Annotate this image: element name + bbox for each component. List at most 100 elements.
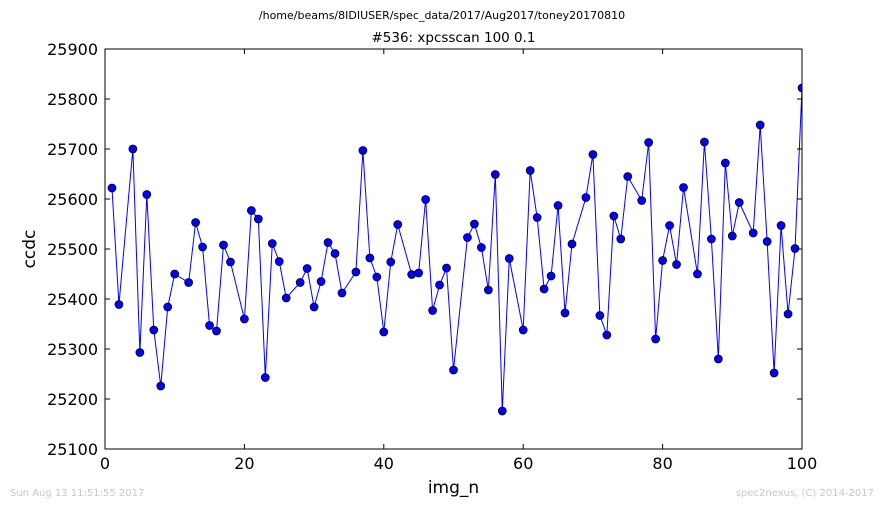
x-tick-label: 0 <box>100 454 110 473</box>
chart-title: #536: xpcsscan 100 0.1 <box>371 30 536 46</box>
data-point <box>477 243 486 252</box>
data-point <box>135 348 145 357</box>
data-point <box>797 83 802 93</box>
data-point <box>170 269 180 279</box>
x-tick-label: 40 <box>374 454 394 473</box>
x-tick-label: 20 <box>234 454 254 473</box>
data-point <box>414 268 423 278</box>
y-tick-label: 25300 <box>47 340 98 359</box>
data-point <box>734 198 744 207</box>
data-point <box>602 330 612 340</box>
data-point <box>470 219 479 229</box>
data-point <box>295 278 305 287</box>
plot-frame <box>104 48 803 450</box>
data-point <box>156 381 166 391</box>
data-point <box>205 321 214 330</box>
data-point <box>672 260 681 269</box>
data-point <box>776 221 786 230</box>
data-point <box>114 300 124 309</box>
data-point <box>128 144 138 154</box>
data-point <box>532 213 542 222</box>
data-point <box>560 308 570 318</box>
data-point <box>330 249 340 258</box>
data-point <box>184 278 193 287</box>
data-point <box>198 242 207 252</box>
data-point <box>748 228 758 238</box>
data-point <box>651 334 660 344</box>
data-point <box>365 253 375 263</box>
data-point <box>379 327 389 337</box>
data-point <box>316 277 326 286</box>
y-tick-label: 25100 <box>47 440 98 459</box>
footer-credit: spec2nexus, (C) 2014-2017 <box>735 488 874 499</box>
data-point <box>693 269 702 279</box>
data-point <box>714 354 723 364</box>
chart-suptitle: /home/beams/8IDIUSER/spec_data/2017/Aug2… <box>258 9 626 22</box>
x-tick-label: 80 <box>652 454 672 473</box>
x-tick-label: 100 <box>787 454 818 473</box>
data-point <box>219 240 228 250</box>
data-point <box>421 195 430 204</box>
data-point <box>553 201 563 210</box>
data-point <box>644 138 654 147</box>
data-point <box>665 221 674 230</box>
data-point <box>783 309 793 319</box>
data-point <box>637 196 647 205</box>
data-point <box>351 267 361 277</box>
data-point <box>595 311 605 320</box>
data-point <box>212 326 221 336</box>
y-tick-label: 25400 <box>47 290 98 309</box>
data-point <box>720 158 730 168</box>
data-point <box>393 220 403 229</box>
y-tick-label: 25700 <box>47 140 98 159</box>
data-point <box>769 368 779 378</box>
data-point <box>707 234 716 244</box>
x-axis-label: img_n <box>427 478 480 498</box>
data-point <box>567 239 577 249</box>
data-point <box>623 172 633 181</box>
series-line <box>111 87 802 412</box>
data-point <box>449 365 458 375</box>
data-point <box>142 190 152 199</box>
y-tick-label: 25200 <box>47 390 98 409</box>
data-point <box>309 302 319 312</box>
data-point <box>755 120 765 130</box>
data-point <box>658 256 667 265</box>
y-axis-label: ccdc <box>20 229 40 269</box>
data-point <box>700 137 709 147</box>
data-point <box>762 237 772 246</box>
data-point <box>358 146 368 155</box>
y-tick-label: 25600 <box>47 190 98 209</box>
data-point <box>679 183 688 192</box>
y-tick-label: 25800 <box>47 90 98 109</box>
data-point <box>463 233 472 242</box>
data-point <box>281 293 291 303</box>
data-point <box>539 284 549 294</box>
data-point <box>588 150 598 159</box>
data-point <box>274 257 284 266</box>
data-point <box>253 214 263 224</box>
data-point <box>240 314 249 324</box>
data-point <box>609 211 619 221</box>
data-point <box>247 206 256 215</box>
data-point <box>302 264 312 273</box>
data-point <box>581 193 591 202</box>
data-point <box>149 325 159 335</box>
x-tick-label: 60 <box>513 454 533 473</box>
data-point <box>497 406 507 416</box>
data-point <box>337 288 347 298</box>
data-point <box>267 239 277 248</box>
data-point <box>525 166 535 175</box>
y-tick-label: 25500 <box>47 240 98 259</box>
data-point <box>518 325 528 335</box>
data-point <box>372 272 382 282</box>
data-point <box>490 170 500 179</box>
axes-layer: 0 20 40 60 80 100 25100 25200 25300 25400 25500 256… <box>47 40 817 473</box>
data-point <box>226 257 235 267</box>
data-point <box>407 270 417 279</box>
data-point <box>428 306 437 315</box>
footer-timestamp: Sun Aug 13 11:51:55 2017 <box>10 488 145 499</box>
data-point <box>260 373 270 382</box>
data-point <box>484 285 493 295</box>
